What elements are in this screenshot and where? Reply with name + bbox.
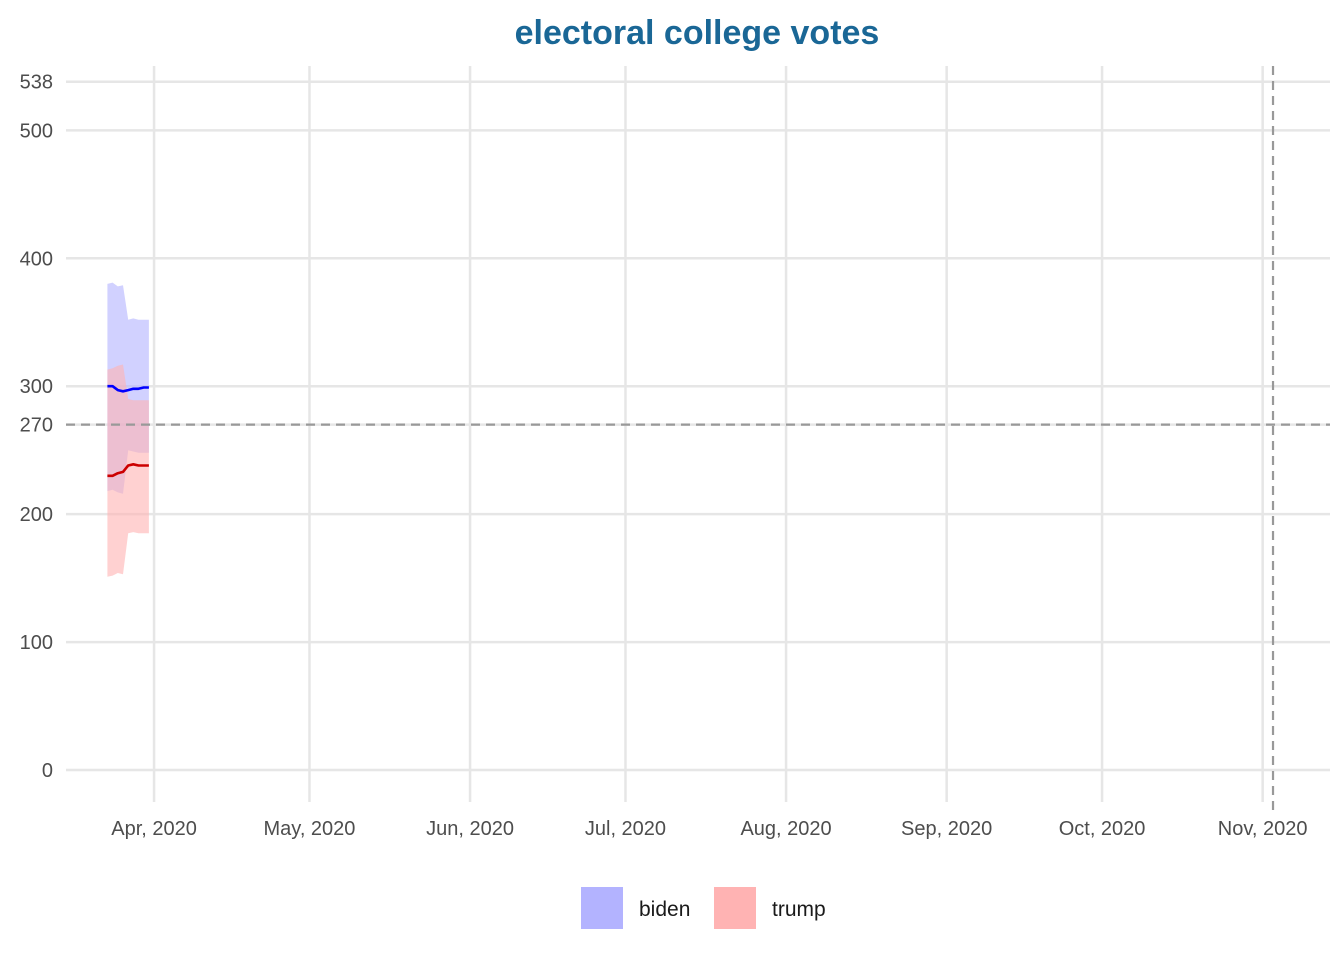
x-tick-label: Oct, 2020 bbox=[1059, 818, 1146, 840]
biden-legend-label: biden bbox=[639, 898, 690, 921]
y-tick-label: 200 bbox=[20, 504, 53, 526]
x-axis-ticks: Apr, 2020 May, 2020 Jun, 2020 Jul, 2020 Aug,… bbox=[111, 818, 1307, 840]
trump-band bbox=[107, 364, 149, 577]
gridlines bbox=[66, 66, 1330, 802]
biden-legend-swatch bbox=[581, 887, 623, 929]
legend: biden trump bbox=[581, 887, 826, 929]
x-tick-label: May, 2020 bbox=[264, 818, 356, 840]
x-tick-label: Jul, 2020 bbox=[585, 818, 666, 840]
y-tick-label: 100 bbox=[20, 632, 53, 654]
y-tick-label: 500 bbox=[20, 120, 53, 142]
x-tick-label: Aug, 2020 bbox=[740, 818, 831, 840]
y-axis-ticks: 0 100 200 270 300 400 500 538 bbox=[20, 72, 53, 782]
x-tick-label: Nov, 2020 bbox=[1218, 818, 1308, 840]
confidence-bands bbox=[107, 282, 149, 577]
x-tick-label: Apr, 2020 bbox=[111, 818, 197, 840]
trump-legend-swatch bbox=[714, 887, 756, 929]
x-tick-label: Jun, 2020 bbox=[426, 818, 514, 840]
median-lines bbox=[107, 384, 149, 478]
trump-median-line bbox=[107, 462, 149, 478]
x-tick-label: Sep, 2020 bbox=[901, 818, 992, 840]
y-tick-label: 538 bbox=[20, 72, 53, 94]
y-tick-label: 0 bbox=[42, 760, 53, 782]
y-tick-label: 270 bbox=[20, 415, 53, 437]
y-tick-label: 300 bbox=[20, 376, 53, 398]
chart-title: electoral college votes bbox=[515, 14, 880, 52]
trump-legend-label: trump bbox=[772, 898, 826, 921]
biden-median-line bbox=[107, 384, 149, 393]
reference-lines bbox=[66, 66, 1330, 810]
y-tick-label: 400 bbox=[20, 248, 53, 270]
